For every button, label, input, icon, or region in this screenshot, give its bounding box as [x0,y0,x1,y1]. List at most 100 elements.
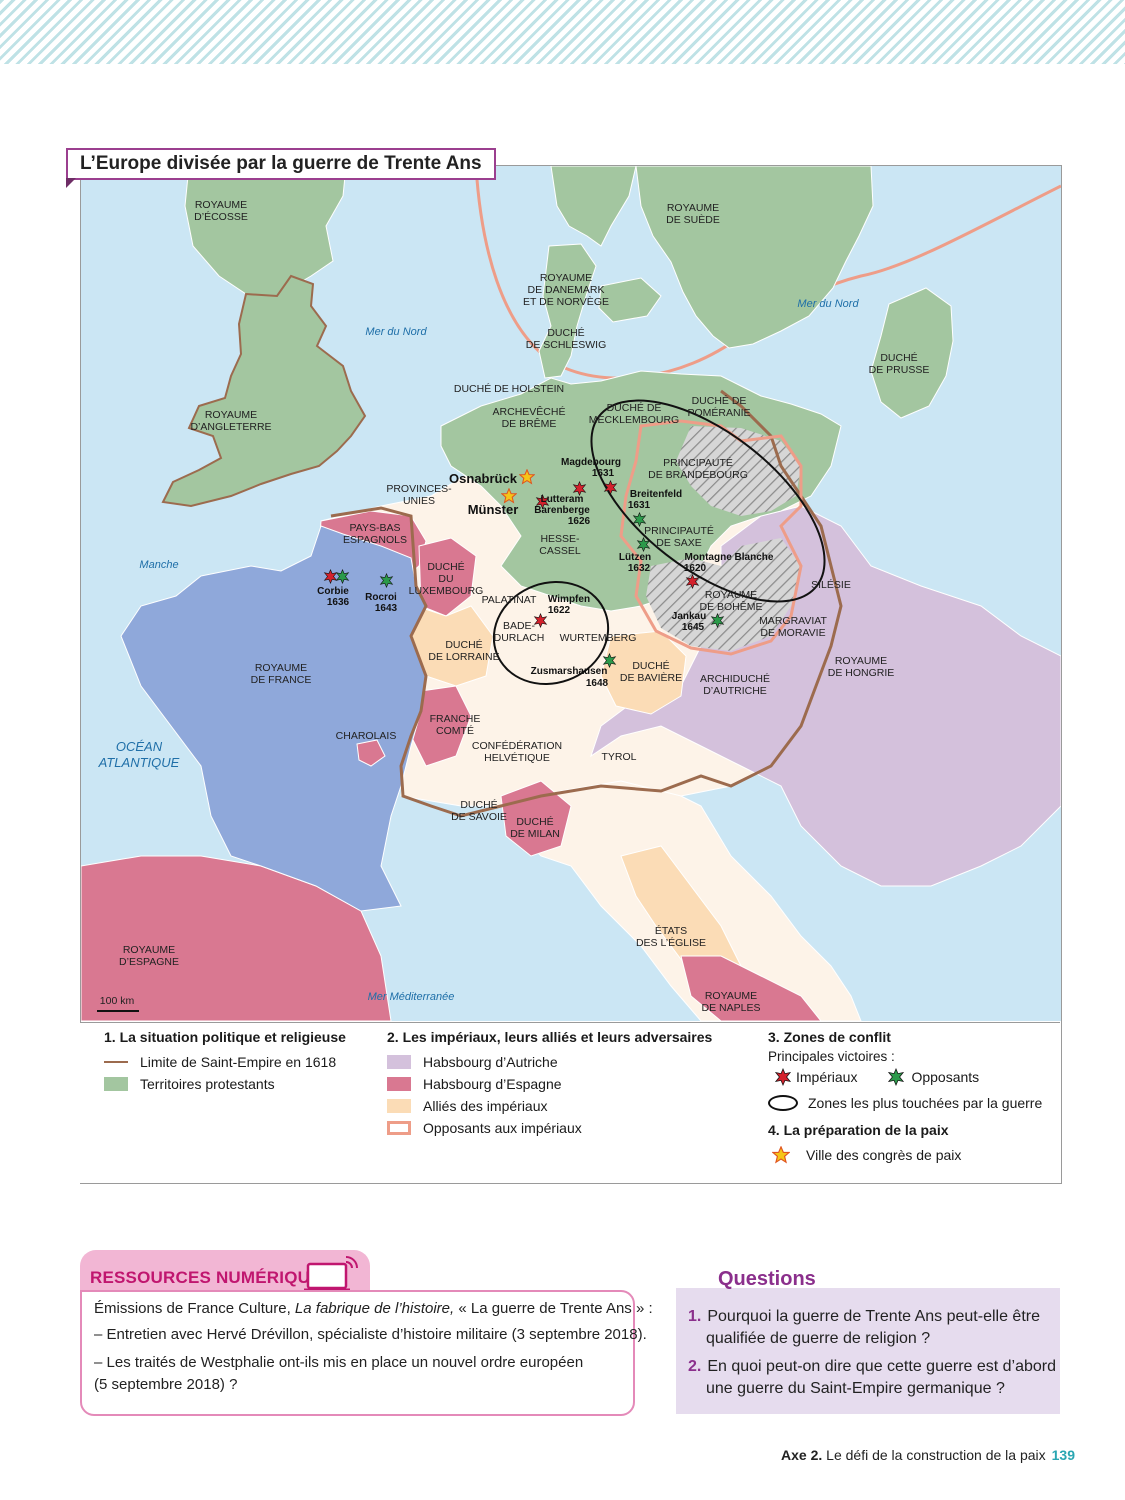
label-hongrie: ROYAUME DE HONGRIE [828,655,895,679]
conflict-zone-south [492,580,610,686]
region-austrian-habsburgs [590,505,1061,887]
label-prusse: DUCHÉ DE PRUSSE [869,351,930,376]
battle-wimpfen: Wimpfen 1622 [548,594,590,616]
label-mecklembourg: DUCHÉ DE MECKLEMBOURG [589,401,679,426]
legend-item-zones: Zones les plus touchées par la guerre [768,1092,1042,1114]
imperial-victory-icon [774,1068,792,1086]
resources-line-3[interactable]: – Les traités de Westphalie ont-ils mis … [94,1354,584,1371]
protestant-swatch [104,1077,128,1091]
label-milan: DUCHÉ DE MILAN [510,815,560,840]
map-legend: 1. La situation politique et religieuse … [80,1022,1060,1183]
region-charolais [356,739,386,767]
resources-line-1: Émissions de France Culture, La fabrique… [94,1300,653,1317]
questions-panel: 1. Pourquoi la guerre de Trente Ans peut-… [676,1288,1060,1414]
opponents-swatch [387,1121,411,1135]
laptop-wifi-icon [304,1256,358,1292]
page-footer: Axe 2. Le défi de la construction de la … [781,1447,1075,1463]
label-holstein: DUCHÉ DE HOLSTEIN [454,382,564,395]
label-luxembourg: DUCHÉ DU LUXEMBOURG [409,560,484,597]
star-icon [772,1146,790,1164]
label-provinces-unies: PROVINCES-UNIES [386,483,452,507]
label-espagne: ROYAUME D’ESPAGNE [119,944,179,968]
legend-heading-2: 2. Les impériaux, leurs alliés et leurs … [387,1029,713,1045]
conflict-zone-brandenburg [590,399,826,603]
questions-title: Questions [718,1268,816,1290]
legend-victories-label: Principales victoires : [768,1049,895,1064]
label-palatinat: PALATINAT [482,594,537,606]
austria-swatch [387,1055,411,1069]
region-milan [500,780,572,857]
legend-item-peace-city: Ville des congrès de paix [768,1144,1042,1166]
label-brandebourg: PRINCIPAUTÉ DE BRANDEBOURG [648,456,748,481]
legend-item-allies: Alliés des impériaux [387,1095,712,1117]
legend-item-protestant: Territoires protestants [104,1073,346,1095]
region-naples [680,955,822,1021]
label-ecosse: ROYAUME D’ÉCOSSE [194,199,248,223]
label-schleswig: DUCHÉ DE SCHLESWIG [526,326,607,351]
label-eglise: ÉTATS DES L’ÉGLISE [636,924,706,949]
label-danemark: ROYAUME DE DANEMARK ET DE NORVÈGE [523,272,609,308]
ocean-atlantique: OCÉAN ATLANTIQUE [98,739,180,770]
legend-item-opponents: Opposants aux impériaux [387,1117,712,1139]
battle-rocroi: Rocroi 1643 [365,592,397,614]
battle-jankau: Jankau 1645 [672,611,706,633]
opponent-victory-icon [888,1068,905,1086]
legend-item-victories: Impériaux Opposants [768,1066,1042,1088]
label-boheme: ROYAUME DE BOHÊME [699,589,762,613]
region-danish-islands [598,277,662,323]
sea-nord-west: Mer du Nord [365,326,427,338]
label-silesie: SILÉSIE [811,578,851,591]
battle-magdebourg-name: Magdebourg 1631 [561,457,621,479]
label-angleterre: ROYAUME D’ANGLETERRE [190,409,271,433]
legend-item-austria: Habsbourg d’Autriche [387,1051,712,1073]
label-suede: ROYAUME DE SUÈDE [666,202,720,226]
map-svg: 100 km ROYAUME D’ÉCOSSE ROYAUME D’ANGLETER… [81,166,1061,1021]
decorative-top-band [0,0,1125,64]
map-frame: 100 km ROYAUME D’ÉCOSSE ROYAUME D’ANGLETER… [80,165,1062,1184]
label-charolais: CHAROLAIS [336,730,397,742]
label-autriche: ARCHIDUCHÉ D’AUTRICHE [700,672,770,697]
city-osnabruck: Osnabrück [449,471,518,486]
battle-lutter: Lutteram Barenberge 1626 [534,494,590,527]
spain-swatch [387,1077,411,1091]
legend-heading-3: 3. Zones de conflit [768,1029,891,1045]
label-tyrol: TYROL [601,751,636,763]
question-2: 2. En quoi peut-on dire que cette guerre … [688,1358,1057,1397]
zone-hatched-bohemia [646,538,801,651]
empire-border-1618 [330,389,843,818]
sea-nord-east: Mer du Nord [797,298,859,310]
sea-mediterranee: Mer Méditerranée [368,991,455,1003]
ellipse-icon [768,1095,798,1111]
scale-label: 100 km [100,995,135,1007]
legend-section-3: 3. Zones de conflit Principales victoire… [768,1029,1042,1166]
label-saxe: PRINCIPAUTÉ DE SAXE [644,524,714,549]
legend-section-1: 1. La situation politique et religieuse … [104,1029,346,1095]
region-prussia [870,287,954,419]
zone-hatched-brandenburg [676,426,801,516]
digital-resources-panel: RESSOURCES NUMÉRIQUES Émissions de Franc… [80,1250,653,1416]
legend-item-empire-border: Limite de Saint-Empire en 1618 [104,1051,346,1073]
resources-line-4[interactable]: (5 septembre 2018) ? [94,1376,238,1393]
label-wurtemberg: WURTEMBERG [560,632,637,644]
label-baviere: DUCHÉ DE BAVIÈRE [620,659,682,684]
label-franche-comte: FRANCHE COMTÉ [430,713,481,737]
region-france [120,525,427,912]
resources-line-2[interactable]: – Entretien avec Hervé Drévillon, spécia… [94,1326,647,1343]
label-helvetique: CONFÉDÉRATION HELVÉTIQUE [472,739,562,764]
sea-manche: Manche [139,559,178,571]
legend-heading-1: 1. La situation politique et religieuse [104,1029,346,1045]
region-denmark-norway [550,166,637,247]
empire-border-swatch [104,1061,128,1063]
label-france: ROYAUME DE FRANCE [251,662,312,686]
opponents-outline [619,419,803,656]
battle-corbie: Corbie 1636 [317,586,349,608]
allies-swatch [387,1099,411,1113]
region-jutland [538,243,597,379]
region-england [161,274,367,508]
label-hesse: HESSE-CASSEL [539,533,581,557]
resources-content: Émissions de France Culture, La fabrique… [80,1290,653,1416]
page-number: 139 [1051,1447,1075,1463]
battle-breitenfeld: Breitenfeld 1631 [628,489,682,511]
question-1: 1. Pourquoi la guerre de Trente Ans peut-… [688,1308,1040,1347]
label-breme: ARCHEVÊCHÉ DE BRÊME [493,405,566,430]
